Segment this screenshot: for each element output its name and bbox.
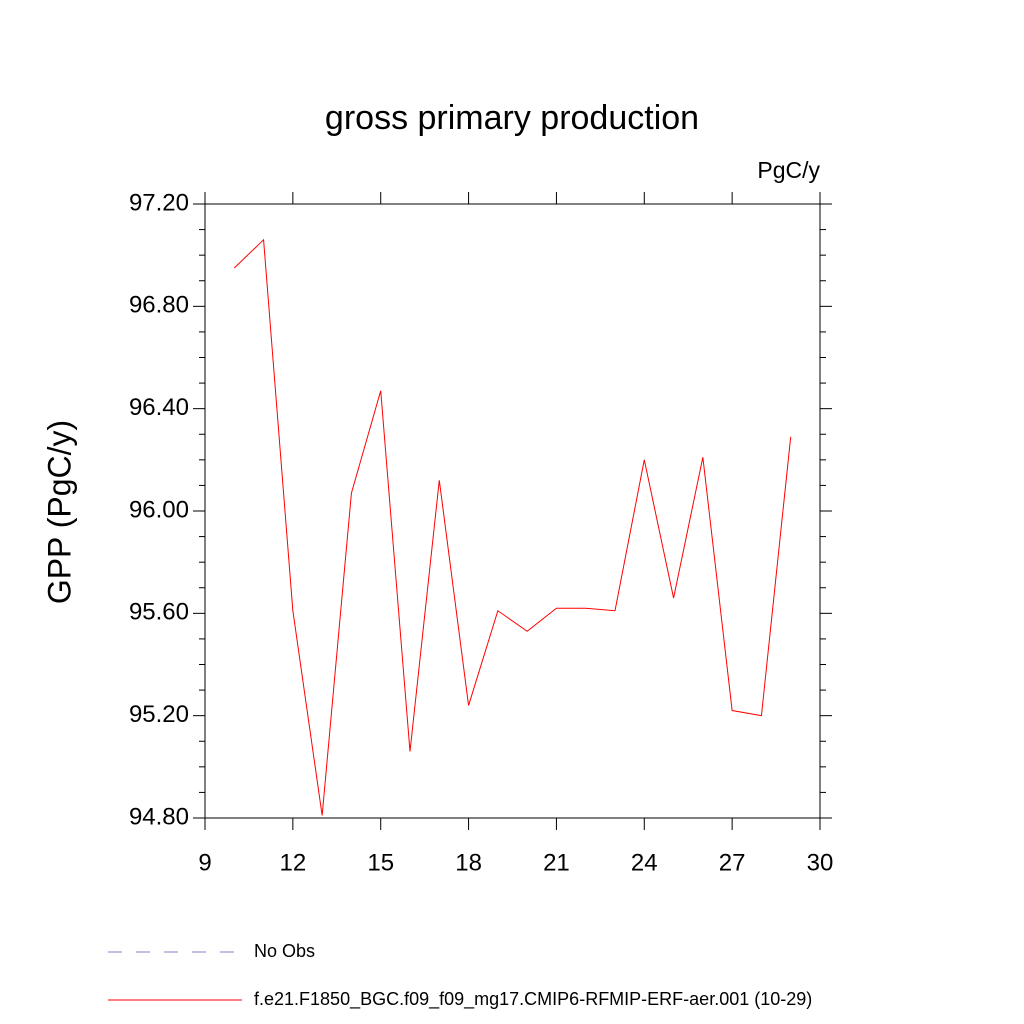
x-tick-label: 15 [367, 849, 394, 876]
legend-label: No Obs [254, 941, 315, 961]
y-axis-label: GPP (PgC/y) [41, 420, 77, 604]
y-tick-label: 96.80 [129, 292, 189, 319]
y-tick-label: 94.80 [129, 803, 189, 830]
x-tick-label: 27 [719, 849, 746, 876]
x-tick-label: 21 [543, 849, 570, 876]
chart-title: gross primary production [325, 99, 699, 137]
y-tick-label: 95.20 [129, 701, 189, 728]
x-tick-label: 24 [631, 849, 658, 876]
x-tick-label: 30 [807, 849, 834, 876]
plot-frame [204, 203, 821, 819]
legend-label: f.e21.F1850_BGC.f09_f09_mg17.CMIP6-RFMIP… [254, 989, 812, 1010]
y-tick-label: 95.60 [129, 599, 189, 626]
x-tick-label: 9 [198, 849, 211, 876]
x-tick-label: 12 [280, 849, 307, 876]
y-tick-label: 96.00 [129, 496, 189, 523]
x-tick-label: 18 [455, 849, 482, 876]
units-label: PgC/y [757, 157, 820, 183]
y-tick-label: 97.20 [129, 189, 189, 216]
y-tick-label: 96.40 [129, 394, 189, 421]
data-line [233, 238, 792, 816]
